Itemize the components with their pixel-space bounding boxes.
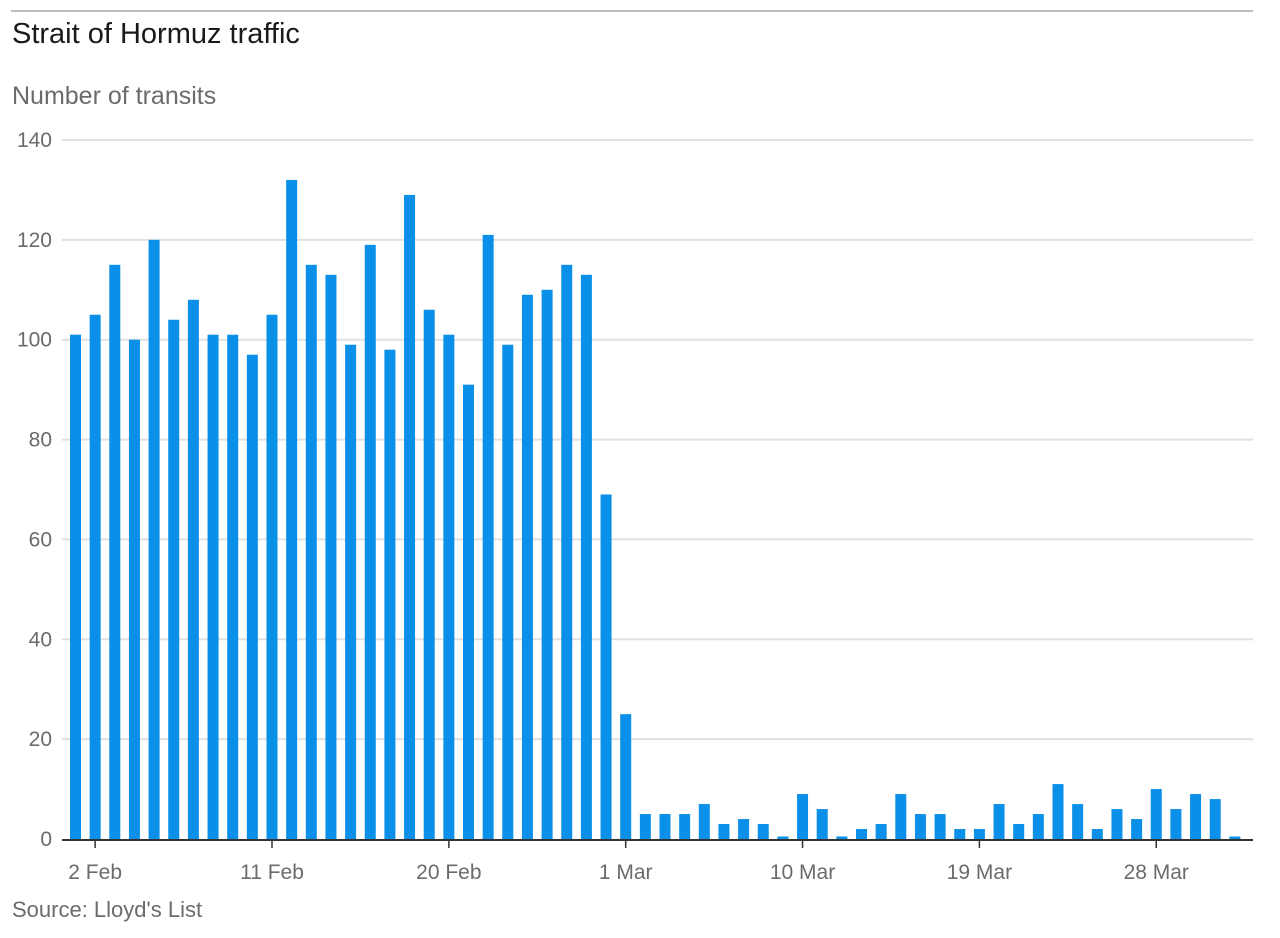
- bar: 7 Feb: 108: [187, 299, 199, 839]
- bar: 26 Feb: 115: [561, 264, 573, 839]
- bar: 9 Mar: 0.5: [777, 836, 789, 839]
- bar: 3 Feb: 115: [109, 264, 121, 839]
- source-note: Source: Lloyd's List: [12, 897, 203, 922]
- y-tick-label: 140: [17, 129, 52, 152]
- bar: 27 Mar: 4: [1131, 819, 1143, 839]
- x-axis-ticks: 2 Feb 11 Feb 20 Feb 1 Mar 10 Mar 19 Mar 28 Mar: [68, 841, 1189, 884]
- bar: 31 Mar: 8: [1209, 799, 1221, 839]
- bar: 28 Feb: 69: [600, 494, 612, 839]
- bar: 2 Mar: 5: [639, 814, 651, 839]
- bar: 11 Feb: 105: [266, 314, 278, 839]
- y-tick-label: 80: [29, 429, 52, 452]
- top-rule: [11, 10, 1253, 12]
- bar: 8 Feb: 101: [207, 334, 219, 839]
- bar: 22 Feb: 121: [482, 234, 494, 840]
- bar: 18 Feb: 129: [404, 194, 416, 840]
- bar: 24 Mar: 7: [1072, 804, 1084, 839]
- bar: 20 Mar: 7: [993, 804, 1005, 839]
- y-tick-label: 100: [17, 329, 52, 352]
- bar: 14 Feb: 113: [325, 274, 337, 839]
- bar: 19 Mar: 2: [973, 829, 985, 839]
- bar: 2 Feb: 105: [89, 314, 101, 839]
- bar: 13 Feb: 115: [305, 264, 317, 839]
- bar: 15 Feb: 99: [345, 344, 357, 839]
- x-tick-label: 20 Feb: [416, 861, 481, 884]
- gridlines: [62, 139, 1253, 741]
- x-tick-label: 2 Feb: [68, 861, 122, 884]
- chart-title: Strait of Hormuz traffic: [12, 18, 300, 50]
- y-tick-label: 20: [29, 728, 52, 751]
- bar: 29 Mar: 6: [1170, 809, 1182, 839]
- bar: 19 Feb: 106: [423, 309, 435, 839]
- bar: 18 Mar: 2: [954, 829, 966, 839]
- bar: 4 Mar: 5: [679, 814, 691, 839]
- bar: 20 Feb: 101: [443, 334, 455, 839]
- x-tick-label: 28 Mar: [1124, 861, 1189, 884]
- bar: 3 Mar: 5: [659, 814, 671, 839]
- bar: 28 Mar: 10: [1150, 789, 1162, 839]
- bar: 21 Feb: 91: [463, 384, 474, 839]
- chart-subtitle: Number of transits: [12, 82, 217, 110]
- bar: 6 Mar: 3: [718, 824, 730, 839]
- bar: 22 Mar: 5: [1032, 814, 1044, 839]
- bar: 26 Mar: 6: [1111, 809, 1123, 839]
- bar: 17 Feb: 98: [384, 349, 396, 839]
- bar: 1 Mar: 25: [620, 714, 632, 839]
- bar: 17 Mar: 5: [934, 814, 946, 839]
- y-tick-label: 0: [40, 828, 52, 851]
- y-axis-ticks: 0 20 40 60 80 100 120 140: [17, 129, 52, 851]
- bar: 5 Feb: 120: [148, 239, 160, 840]
- x-tick-label: 10 Mar: [770, 861, 835, 884]
- y-tick-label: 60: [29, 528, 52, 551]
- bar: 7 Mar: 4: [738, 819, 750, 839]
- bar: 1 Feb: 101: [70, 334, 81, 839]
- y-tick-label: 120: [17, 229, 52, 252]
- bar: 27 Feb: 113: [580, 274, 592, 839]
- bar: 4 Feb: 100: [128, 339, 140, 839]
- bar: 25 Mar: 2: [1091, 829, 1103, 839]
- bar: 8 Mar: 3: [757, 824, 769, 839]
- bar: 9 Feb: 101: [227, 334, 239, 839]
- x-tick-label: 1 Mar: [599, 861, 653, 884]
- bar: 13 Mar: 2: [856, 829, 867, 839]
- bar: 21 Mar: 3: [1013, 824, 1025, 839]
- bar: 15 Mar: 9: [895, 794, 907, 839]
- bar: 6 Feb: 104: [168, 319, 180, 839]
- bar: 24 Feb: 109: [521, 294, 533, 839]
- y-tick-label: 40: [29, 628, 52, 651]
- bar: 16 Mar: 5: [914, 814, 926, 839]
- bar: 30 Mar: 9: [1190, 794, 1202, 839]
- bar: 10 Feb: 97: [246, 354, 258, 839]
- bar: 1 Apr: 0.5: [1229, 836, 1241, 839]
- bar: 23 Feb: 99: [502, 344, 514, 839]
- bar: 25 Feb: 110: [541, 289, 553, 839]
- x-tick-label: 11 Feb: [240, 861, 304, 884]
- bars: 1 Feb: 101 2 Feb: 105 3 Feb: 115 4 Feb: 100…: [70, 179, 1241, 840]
- bar: 10 Mar: 9: [797, 794, 809, 839]
- bar: 23 Mar: 11: [1052, 784, 1064, 839]
- bar: 16 Feb: 119: [364, 244, 376, 840]
- bar: 12 Feb: 132: [286, 179, 298, 839]
- bar: 5 Mar: 7: [698, 804, 710, 839]
- bar: 14 Mar: 3: [875, 824, 887, 839]
- x-tick-label: 19 Mar: [947, 861, 1012, 884]
- bar: 11 Mar: 6: [816, 809, 828, 839]
- bar: 12 Mar: 0.5: [836, 836, 848, 839]
